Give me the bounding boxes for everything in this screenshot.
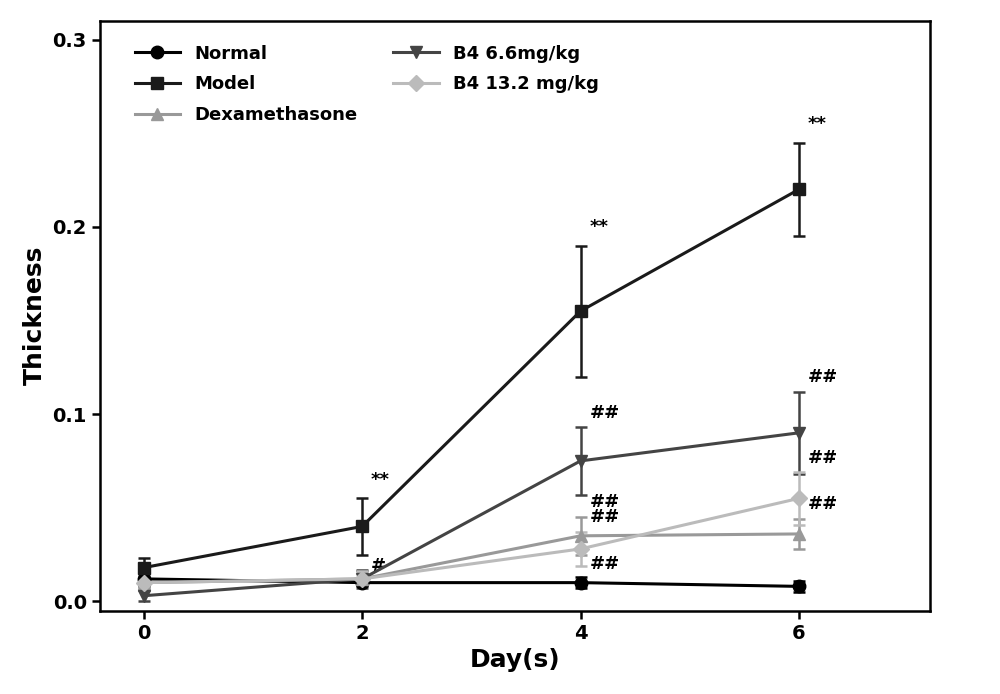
Text: ##: ##	[589, 493, 620, 511]
Text: #: #	[371, 557, 386, 575]
Text: ##: ##	[589, 509, 620, 527]
Text: ##: ##	[589, 555, 620, 573]
Text: ##: ##	[808, 496, 838, 514]
Text: **: **	[371, 471, 390, 489]
Y-axis label: Thickness: Thickness	[23, 246, 47, 385]
Text: ##: ##	[808, 448, 838, 466]
Text: **: **	[808, 115, 827, 133]
Text: ##: ##	[808, 368, 838, 386]
X-axis label: Day(s): Day(s)	[470, 648, 560, 672]
Legend: Normal, Model, Dexamethasone, B4 6.6mg/kg, B4 13.2 mg/kg: Normal, Model, Dexamethasone, B4 6.6mg/k…	[126, 36, 608, 133]
Text: ##: ##	[589, 404, 620, 421]
Text: **: **	[589, 218, 608, 236]
